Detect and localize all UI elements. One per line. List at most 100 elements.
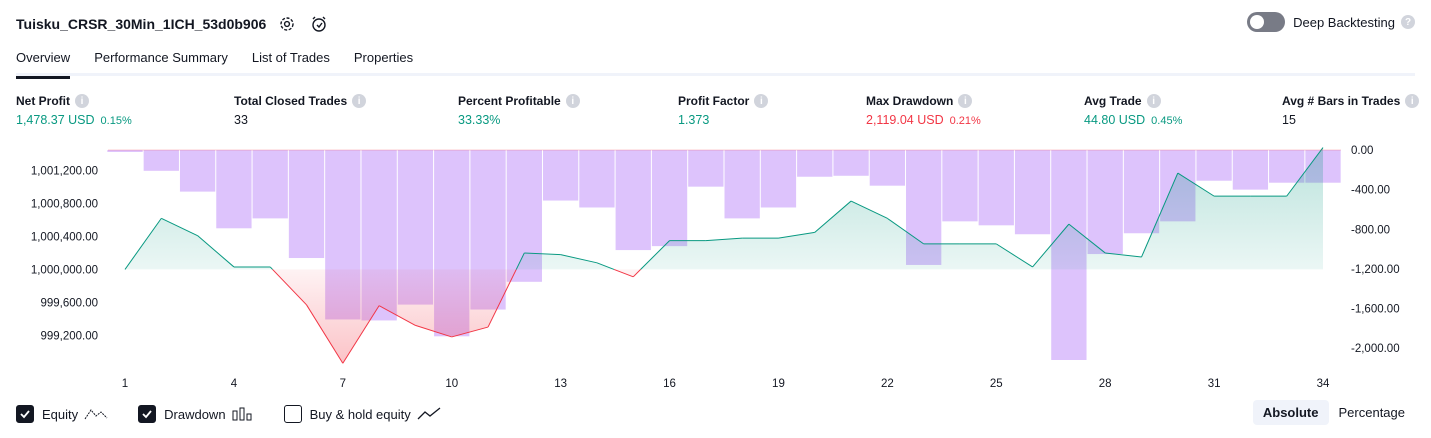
equity-line-segment [778,231,815,239]
metric-label: Avg # Bars in Trades [1282,94,1401,108]
drawdown-bar [1269,150,1305,183]
drawdown-bar [797,150,833,177]
metric-avg-bars-in-trades: Avg # Bars in Trades i 15 [1282,94,1420,127]
tab-properties[interactable]: Properties [353,50,414,65]
x-axis-tick-label: 10 [445,378,458,390]
equity-line-segment [640,240,670,270]
equity-line-segment [560,254,598,264]
equity-line-segment [451,326,489,338]
equity-line-segment [1141,172,1179,258]
metric-value: 1.373 [678,113,710,127]
drawdown-checkbox[interactable] [138,405,157,423]
settings-gear-icon[interactable] [276,13,298,35]
equity-line-segment [197,235,235,268]
tab-performance-summary[interactable]: Performance Summary [94,50,228,65]
drawdown-bars-icon [232,407,252,421]
legend-equity[interactable]: Equity [16,405,108,423]
deep-backtesting-control: Deep Backtesting ? [1247,12,1415,32]
drawdown-bar [833,150,869,176]
metric-value: 44.80 USD [1084,113,1146,127]
buy-hold-line-icon [417,407,441,420]
drawdown-bar [615,150,651,251]
percentage-mode-button[interactable]: Percentage [1338,405,1406,420]
metric-label: Avg Trade [1084,94,1142,108]
info-icon[interactable]: i [75,94,89,108]
right-axis-tick-label: -2,000.00 [1351,343,1400,355]
deep-backtesting-toggle[interactable] [1247,12,1286,32]
equity-line-segment [269,266,273,270]
right-axis-tick-label: 0.00 [1351,145,1373,157]
equity-line-segment [996,243,1033,268]
left-axis-tick-label: 1,001,200.00 [31,166,98,178]
drawdown-bar [216,150,252,229]
x-axis-tick-label: 25 [990,378,1003,390]
equity-checkbox[interactable] [16,405,34,423]
drawdown-bar [252,150,288,219]
equity-line-segment [1105,252,1142,258]
x-axis-tick-label: 4 [231,378,238,390]
metric-label: Net Profit [16,94,70,108]
tab-bar: Overview Performance Summary List of Tra… [16,46,1415,79]
metric-profit-factor: Profit Factor i 1.373 [678,94,769,127]
left-axis-tick-label: 1,000,000.00 [31,264,98,276]
equity-line-segment [850,200,888,219]
equity-line-segment [306,304,344,364]
metric-percent: 0.15% [100,115,132,127]
info-icon[interactable]: i [565,94,580,108]
metric-net-profit: Net Profit i 1,478.37 USD 0.15% [16,94,132,127]
right-axis-tick-label: -800.00 [1351,224,1390,236]
left-axis-tick-label: 1,000,800.00 [31,199,98,211]
absolute-mode-button[interactable]: Absolute [1252,400,1329,425]
metric-percent: 0.45% [1151,115,1183,127]
legend-label: Buy & hold equity [309,406,411,422]
view-mode-switch: Absolute Percentage [1252,400,1415,425]
equity-line-segment [378,305,416,326]
x-axis-tick-label: 7 [340,378,346,390]
metric-percent-profitable: Percent Profitable i 33.33% [458,94,580,127]
info-icon[interactable]: i [958,94,973,108]
metric-label: Profit Factor [678,94,750,108]
metric-value: 33.33% [458,113,501,127]
equity-area-profit [125,147,1323,270]
drawdown-bar [1232,150,1269,190]
metric-value: 1,478.37 USD [16,113,95,127]
metric-value: 33 [234,113,248,127]
info-icon[interactable]: i [754,94,769,108]
tab-overview[interactable]: Overview [16,46,71,79]
equity-line-segment [1177,172,1215,197]
left-axis-tick-label: 1,000,400.00 [31,231,98,243]
drawdown-bar [869,150,906,186]
info-icon[interactable]: i [352,94,367,108]
metric-avg-trade: Avg Trade i 44.80 USD 0.45% [1084,94,1182,127]
equity-line-segment [524,252,561,256]
x-axis-tick-label: 31 [1208,378,1221,390]
info-icon[interactable]: i [1146,94,1161,108]
drawdown-bar [942,150,978,222]
source-code-icon[interactable] [308,13,330,35]
drawdown-bar [542,150,579,201]
legend-drawdown[interactable]: Drawdown [138,405,253,423]
strategy-title: Tuisku_CRSR_30Min_1ICH_53d0b906 [16,16,267,32]
x-axis-tick-label: 34 [1317,378,1330,390]
equity-line-segment [515,252,525,270]
x-axis-tick-label: 19 [772,378,785,390]
metric-max-drawdown: Max Drawdown i 2,119.04 USD 0.21% [866,94,981,127]
drawdown-bar [688,150,724,187]
help-icon[interactable]: ? [1401,15,1415,29]
equity-line-segment [342,305,380,364]
info-icon[interactable]: i [1405,94,1420,108]
drawdown-bar [1087,150,1123,255]
metric-percent: 0.21% [949,115,981,127]
legend-buy-hold-equity[interactable]: Buy & hold equity [283,405,441,423]
x-axis-tick-label: 22 [881,378,894,390]
tab-list-of-trades[interactable]: List of Trades [251,50,330,65]
equity-line-segment [1068,223,1106,254]
equity-line-segment [632,269,642,278]
buy-hold-checkbox[interactable] [283,405,302,423]
equity-line-segment [596,262,615,270]
drawdown-bar [143,150,179,171]
equity-line-segment [161,217,198,237]
left-axis-tick-label: 999,200.00 [40,330,98,342]
equity-line-segment [814,200,852,233]
legend-label: Equity [42,406,79,422]
